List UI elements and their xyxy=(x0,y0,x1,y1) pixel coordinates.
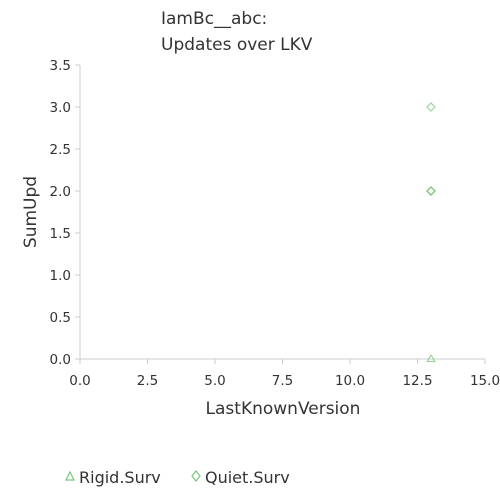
x-axis-ticks: 0.0 2.5 5.0 7.5 10.0 12.5 15.0 xyxy=(69,359,500,389)
y-axis-label: SumUpd xyxy=(21,176,41,248)
y-tick-label: 2.5 xyxy=(50,142,71,158)
y-tick-label: 1.0 xyxy=(50,268,71,284)
diamond-marker-icon xyxy=(191,470,201,482)
x-axis-label: LastKnownVersion xyxy=(206,399,361,419)
data-point-quiet-surv[interactable] xyxy=(426,186,436,196)
x-tick-label: 12.5 xyxy=(402,373,432,389)
x-tick-label: 5.0 xyxy=(204,373,225,389)
data-point-rigid-surv[interactable] xyxy=(426,353,436,363)
legend: Rigid.Surv Quiet.Surv xyxy=(65,468,290,487)
x-tick-label: 2.5 xyxy=(137,373,158,389)
triangle-marker-icon xyxy=(65,470,75,481)
legend-item-rigid-surv[interactable]: Rigid.Surv xyxy=(65,468,161,487)
y-axis-ticks: 0.0 0.5 1.0 1.5 2.0 2.5 3.0 3.5 xyxy=(50,58,80,368)
x-tick-label: 10.0 xyxy=(335,373,365,389)
legend-label-rigid-surv: Rigid.Surv xyxy=(79,468,161,487)
data-point-quiet-surv[interactable] xyxy=(426,186,436,196)
y-tick-label: 0.0 xyxy=(50,352,71,368)
chart-title-line-2: Updates over LKV xyxy=(161,35,313,55)
data-point-quiet-surv[interactable] xyxy=(426,102,436,112)
data-point-quiet-surv[interactable] xyxy=(426,186,436,196)
y-tick-label: 0.5 xyxy=(50,310,71,326)
y-tick-label: 2.0 xyxy=(50,184,71,200)
y-tick-label: 3.5 xyxy=(50,58,71,74)
chart-title-line-1: IamBc__abc: xyxy=(161,9,267,29)
legend-item-quiet-surv[interactable]: Quiet.Surv xyxy=(191,468,290,487)
x-tick-label: 7.5 xyxy=(272,373,293,389)
legend-label-quiet-surv: Quiet.Surv xyxy=(205,468,290,487)
x-tick-label: 15.0 xyxy=(470,373,500,389)
y-tick-label: 1.5 xyxy=(50,226,71,242)
y-tick-label: 3.0 xyxy=(50,100,71,116)
data-points xyxy=(426,102,436,363)
x-tick-label: 0.0 xyxy=(69,373,90,389)
